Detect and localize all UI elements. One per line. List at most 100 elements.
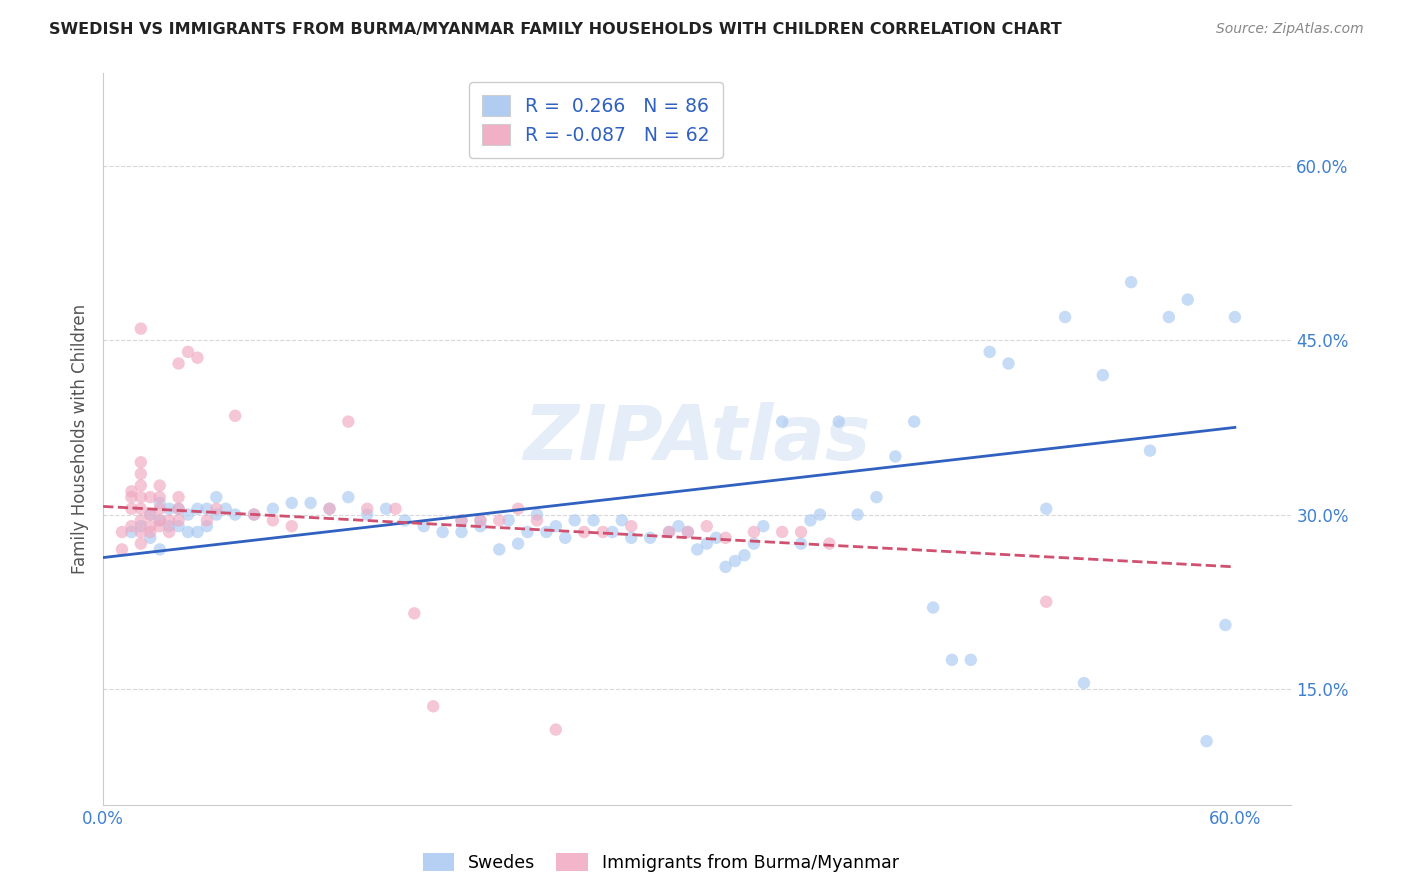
Text: SWEDISH VS IMMIGRANTS FROM BURMA/MYANMAR FAMILY HOUSEHOLDS WITH CHILDREN CORRELA: SWEDISH VS IMMIGRANTS FROM BURMA/MYANMAR… <box>49 22 1062 37</box>
Point <box>922 600 945 615</box>
Point <box>384 501 406 516</box>
Point <box>394 513 416 527</box>
Point <box>620 531 643 545</box>
Point <box>752 519 775 533</box>
Point <box>733 548 755 562</box>
Point <box>111 524 134 539</box>
Point <box>997 357 1019 371</box>
Point <box>714 531 737 545</box>
Point <box>337 490 360 504</box>
Point <box>818 536 841 550</box>
Point <box>149 501 172 516</box>
Point <box>149 519 172 533</box>
Point <box>724 554 747 568</box>
Point <box>120 501 142 516</box>
Point <box>129 490 152 504</box>
Point <box>281 519 304 533</box>
Point <box>828 415 851 429</box>
Point <box>157 524 180 539</box>
Point <box>111 542 134 557</box>
Point <box>129 524 152 539</box>
Point <box>262 513 284 527</box>
Point <box>186 501 208 516</box>
Point <box>186 524 208 539</box>
Point <box>450 513 472 527</box>
Point <box>205 508 228 522</box>
Point <box>149 513 172 527</box>
Point <box>195 519 218 533</box>
Point <box>450 513 472 527</box>
Y-axis label: Family Households with Children: Family Households with Children <box>72 304 89 574</box>
Point <box>582 513 605 527</box>
Point <box>506 501 529 516</box>
Point <box>488 542 510 557</box>
Point <box>356 508 378 522</box>
Point <box>696 536 718 550</box>
Point <box>224 409 246 423</box>
Point <box>205 501 228 516</box>
Point <box>318 501 340 516</box>
Point <box>195 513 218 527</box>
Point <box>470 513 492 527</box>
Point <box>516 524 538 539</box>
Point <box>139 508 162 522</box>
Point <box>215 501 238 516</box>
Point <box>742 536 765 550</box>
Point <box>404 607 426 621</box>
Point <box>224 508 246 522</box>
Point <box>129 501 152 516</box>
Point <box>149 490 172 504</box>
Point <box>668 519 690 533</box>
Text: ZIPAtlas: ZIPAtlas <box>523 402 870 476</box>
Point <box>470 519 492 533</box>
Point <box>526 513 548 527</box>
Point <box>167 501 190 516</box>
Point <box>1177 293 1199 307</box>
Point <box>544 723 567 737</box>
Point <box>281 496 304 510</box>
Point <box>412 519 434 533</box>
Legend: R =  0.266   N = 86, R = -0.087   N = 62: R = 0.266 N = 86, R = -0.087 N = 62 <box>470 82 723 158</box>
Point <box>167 357 190 371</box>
Point <box>129 519 152 533</box>
Point <box>638 531 661 545</box>
Point <box>658 524 681 539</box>
Point <box>592 524 614 539</box>
Point <box>1215 618 1237 632</box>
Point <box>526 508 548 522</box>
Point <box>498 513 520 527</box>
Point <box>658 524 681 539</box>
Point <box>979 344 1001 359</box>
Point <box>572 524 595 539</box>
Point <box>422 699 444 714</box>
Point <box>1139 443 1161 458</box>
Point <box>808 508 831 522</box>
Point <box>742 524 765 539</box>
Point <box>177 524 200 539</box>
Point <box>139 531 162 545</box>
Point <box>299 496 322 510</box>
Legend: Swedes, Immigrants from Burma/Myanmar: Swedes, Immigrants from Burma/Myanmar <box>416 847 905 879</box>
Text: Source: ZipAtlas.com: Source: ZipAtlas.com <box>1216 22 1364 37</box>
Point <box>129 513 152 527</box>
Point <box>139 519 162 533</box>
Point <box>846 508 869 522</box>
Point <box>318 501 340 516</box>
Point <box>375 501 398 516</box>
Point <box>1223 310 1246 324</box>
Point <box>139 524 162 539</box>
Point <box>139 508 162 522</box>
Point <box>157 519 180 533</box>
Point <box>157 501 180 516</box>
Point <box>129 536 152 550</box>
Point <box>243 508 266 522</box>
Point <box>884 450 907 464</box>
Point <box>139 490 162 504</box>
Point <box>157 513 180 527</box>
Point <box>129 321 152 335</box>
Point <box>1073 676 1095 690</box>
Point <box>149 496 172 510</box>
Point <box>1195 734 1218 748</box>
Point <box>120 484 142 499</box>
Point <box>167 490 190 504</box>
